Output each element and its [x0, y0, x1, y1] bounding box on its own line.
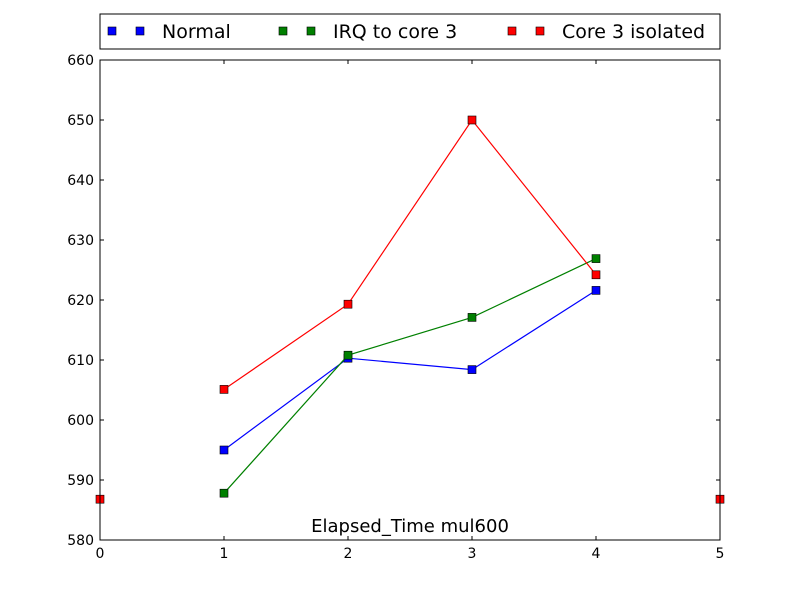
x-tick-label: 5: [716, 546, 725, 562]
chart-annotation: Elapsed_Time mul600: [311, 516, 509, 537]
legend-marker: [107, 26, 117, 36]
data-point: [343, 350, 353, 360]
x-tick-label: 1: [220, 546, 229, 562]
data-point: [219, 488, 229, 498]
y-tick-label: 580: [67, 533, 94, 549]
legend-marker: [278, 26, 288, 36]
data-point: [591, 270, 601, 280]
data-point: [591, 286, 601, 295]
x-tick-label: 0: [96, 546, 105, 562]
y-tick-label: 620: [67, 293, 94, 309]
data-point: [467, 365, 477, 374]
data-point: [343, 299, 353, 309]
data-point: [219, 445, 229, 455]
series-line: [223, 118, 597, 390]
legend-frame: [99, 13, 721, 50]
data-point: [219, 385, 229, 394]
data-point: [467, 313, 477, 322]
y-tick-label: 600: [67, 413, 94, 429]
legend: Normal IRQ to core 3 Core 3 isolated: [99, 13, 721, 50]
y-tick-label: 640: [67, 173, 94, 189]
y-tick-label: 610: [67, 353, 94, 369]
legend-marker: [507, 26, 517, 36]
legend-marker: [535, 26, 545, 36]
plot-area: [100, 60, 720, 540]
y-tick-label: 650: [67, 113, 94, 129]
data-point: [467, 115, 477, 125]
x-tick-label: 2: [344, 546, 353, 562]
legend-marker: [306, 26, 316, 36]
legend-label: Normal: [162, 21, 231, 43]
legend-label: IRQ to core 3: [333, 21, 457, 43]
x-tick-label: 4: [592, 546, 601, 562]
data-point: [591, 254, 601, 263]
legend-label: Core 3 isolated: [562, 21, 705, 43]
y-tick-label: 660: [67, 53, 94, 69]
axis-ticks: 0 1 2 3 4 5 580 590 600 610 620 630 640 650 660: [67, 53, 724, 562]
series-line: [223, 289, 597, 451]
y-tick-label: 630: [67, 233, 94, 249]
x-tick-label: 3: [468, 546, 477, 562]
y-tick-label: 590: [67, 473, 94, 489]
legend-marker: [135, 26, 145, 36]
series-line: [223, 258, 597, 494]
plot-frame: [99, 59, 721, 541]
